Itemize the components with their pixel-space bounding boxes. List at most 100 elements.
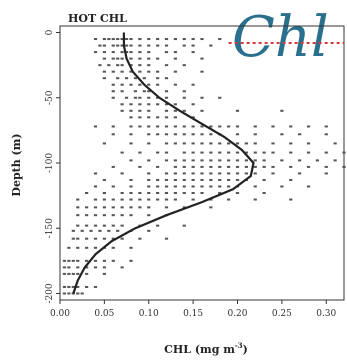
data-point [120, 214, 124, 217]
data-point [156, 96, 160, 99]
data-point [218, 159, 222, 162]
data-point [182, 151, 186, 154]
data-point [147, 185, 151, 188]
data-point [138, 103, 142, 106]
data-point [164, 38, 169, 41]
data-point [156, 57, 160, 60]
data-point [147, 90, 151, 93]
data-point [93, 214, 98, 217]
data-point [298, 172, 302, 175]
data-point [93, 285, 98, 288]
data-point [156, 125, 160, 128]
data-point [173, 172, 177, 175]
data-point [227, 185, 231, 188]
data-point [102, 224, 106, 227]
data-point [102, 142, 106, 145]
data-point [298, 133, 302, 136]
data-point [111, 70, 115, 73]
data-point [93, 38, 98, 41]
data-point [102, 259, 106, 262]
data-point [324, 151, 328, 154]
data-point [147, 70, 151, 73]
data-point [200, 96, 204, 99]
data-point [191, 192, 195, 195]
x-tick-label: 0.10 [139, 309, 159, 319]
data-point [85, 285, 89, 288]
data-point [324, 133, 328, 136]
data-point [191, 44, 195, 47]
data-point [93, 185, 98, 188]
data-point [111, 90, 115, 93]
data-point [156, 103, 160, 106]
data-point [306, 142, 311, 145]
data-point [147, 64, 151, 67]
data-point [280, 133, 284, 136]
data-point [93, 266, 98, 269]
data-point [191, 51, 195, 54]
data-point [209, 206, 213, 209]
data-point [235, 142, 240, 145]
data-point [253, 142, 257, 145]
data-point [182, 224, 186, 227]
x-tick-label: 0.05 [94, 309, 114, 319]
data-point [191, 133, 195, 136]
data-point [111, 246, 115, 249]
data-point [120, 237, 124, 240]
data-point [173, 70, 177, 73]
data-point [182, 185, 186, 188]
data-point [62, 285, 67, 288]
data-point [191, 178, 195, 181]
data-point [235, 159, 240, 162]
data-point [164, 192, 169, 195]
data-point [76, 237, 80, 240]
data-point [182, 159, 186, 162]
data-point [93, 246, 98, 249]
data-point [85, 206, 89, 209]
data-point [76, 198, 80, 201]
data-point [191, 151, 195, 154]
data-point [129, 259, 133, 262]
data-point [147, 96, 151, 99]
data-point [71, 237, 75, 240]
data-points [62, 38, 346, 295]
data-point [124, 96, 129, 99]
data-point [67, 272, 71, 275]
data-point [107, 64, 111, 67]
data-point [120, 206, 124, 209]
data-point [147, 44, 151, 47]
data-point [182, 38, 186, 41]
data-point [138, 38, 142, 41]
data-point [147, 159, 151, 162]
data-point [164, 185, 169, 188]
data-point [147, 178, 151, 181]
data-point [324, 125, 328, 128]
data-point [289, 125, 293, 128]
data-point [164, 103, 169, 106]
data-point [156, 185, 160, 188]
data-point [173, 185, 177, 188]
data-point [111, 38, 115, 41]
data-point [156, 116, 160, 119]
data-point [156, 70, 160, 73]
data-point [124, 77, 129, 80]
data-point [156, 44, 160, 47]
data-point [156, 192, 160, 195]
data-point [253, 125, 257, 128]
data-point [93, 237, 98, 240]
data-point [342, 151, 346, 154]
data-point [85, 272, 89, 275]
data-point [173, 165, 177, 168]
data-point [182, 44, 186, 47]
data-point [191, 198, 195, 201]
y-tick-label: -50 [45, 90, 55, 105]
data-point [120, 83, 124, 86]
data-point [200, 142, 204, 145]
x-tick-label: 0.30 [316, 309, 336, 319]
data-point [107, 229, 111, 232]
data-point [315, 159, 319, 162]
data-point [253, 185, 257, 188]
data-point [253, 133, 257, 136]
data-point [129, 125, 133, 128]
data-point [116, 57, 120, 60]
